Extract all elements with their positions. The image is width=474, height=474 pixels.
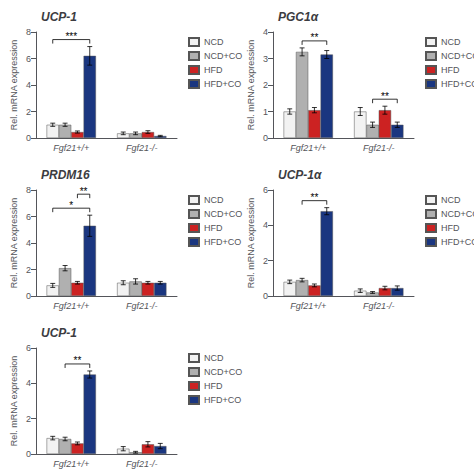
svg-text:6: 6	[26, 54, 31, 64]
svg-text:**: **	[74, 355, 82, 366]
svg-text:Rel. mRNA expression: Rel. mRNA expression	[9, 356, 19, 447]
svg-text:4: 4	[26, 378, 31, 388]
svg-text:NCD: NCD	[441, 195, 461, 205]
svg-text:2: 2	[26, 265, 31, 275]
svg-text:NCD: NCD	[204, 37, 224, 47]
svg-text:0: 0	[263, 133, 268, 143]
svg-text:Fgf21-/-: Fgf21-/-	[126, 459, 158, 469]
svg-text:1: 1	[263, 107, 268, 117]
svg-text:0: 0	[26, 449, 31, 459]
svg-text:UCP-1α: UCP-1α	[278, 168, 322, 182]
svg-text:6: 6	[26, 343, 31, 353]
svg-text:HFD+CO: HFD+CO	[204, 395, 241, 405]
svg-text:HFD: HFD	[204, 223, 223, 233]
svg-text:Fgf21+/+: Fgf21+/+	[290, 301, 326, 311]
svg-text:4: 4	[26, 80, 31, 90]
svg-text:0: 0	[26, 133, 31, 143]
svg-text:Fgf21+/+: Fgf21+/+	[53, 459, 89, 469]
svg-text:NCD: NCD	[204, 195, 224, 205]
svg-text:***: ***	[65, 31, 77, 42]
svg-text:Fgf21-/-: Fgf21-/-	[363, 143, 395, 153]
svg-text:**: **	[381, 91, 389, 102]
svg-text:HFD+CO: HFD+CO	[441, 79, 474, 89]
svg-text:Fgf21-/-: Fgf21-/-	[363, 301, 395, 311]
svg-text:UCP-1: UCP-1	[41, 326, 77, 340]
svg-text:Fgf21+/+: Fgf21+/+	[290, 143, 326, 153]
svg-text:Fgf21+/+: Fgf21+/+	[53, 301, 89, 311]
svg-text:Rel. mRNA expression: Rel. mRNA expression	[246, 198, 256, 289]
svg-text:NCD+CO: NCD+CO	[204, 367, 242, 377]
svg-text:PGC1α: PGC1α	[278, 10, 319, 24]
svg-text:**: **	[311, 192, 319, 203]
svg-text:*: *	[69, 200, 73, 211]
svg-text:2: 2	[26, 107, 31, 117]
svg-text:HFD: HFD	[204, 65, 223, 75]
svg-text:2: 2	[26, 414, 31, 424]
svg-text:4: 4	[263, 27, 268, 37]
svg-text:NCD+CO: NCD+CO	[441, 209, 474, 219]
svg-text:HFD+CO: HFD+CO	[441, 237, 474, 247]
svg-text:Fgf21+/+: Fgf21+/+	[53, 143, 89, 153]
svg-text:8: 8	[26, 27, 31, 37]
svg-text:HFD: HFD	[441, 65, 460, 75]
svg-text:NCD+CO: NCD+CO	[204, 209, 242, 219]
svg-text:HFD: HFD	[441, 223, 460, 233]
svg-text:6: 6	[26, 212, 31, 222]
svg-text:4: 4	[263, 220, 268, 230]
svg-text:HFD+CO: HFD+CO	[204, 237, 241, 247]
svg-text:2: 2	[263, 80, 268, 90]
svg-text:HFD+CO: HFD+CO	[204, 79, 241, 89]
svg-text:4: 4	[26, 238, 31, 248]
svg-text:Fgf21-/-: Fgf21-/-	[126, 143, 158, 153]
svg-text:NCD+CO: NCD+CO	[204, 51, 242, 61]
svg-text:Rel. mRNA expression: Rel. mRNA expression	[246, 40, 256, 131]
svg-text:NCD: NCD	[441, 37, 461, 47]
svg-text:NCD: NCD	[204, 353, 224, 363]
svg-text:8: 8	[26, 185, 31, 195]
svg-text:Rel. mRNA expression: Rel. mRNA expression	[9, 198, 19, 289]
svg-text:Fgf21-/-: Fgf21-/-	[126, 301, 158, 311]
svg-text:2: 2	[263, 256, 268, 266]
svg-text:Rel. mRNA expression: Rel. mRNA expression	[9, 40, 19, 131]
svg-text:PRDM16: PRDM16	[41, 168, 90, 182]
svg-text:**: **	[80, 186, 88, 197]
svg-text:3: 3	[263, 54, 268, 64]
svg-text:**: **	[311, 32, 319, 43]
svg-text:HFD: HFD	[204, 381, 223, 391]
svg-text:UCP-1: UCP-1	[41, 10, 77, 24]
svg-text:0: 0	[263, 291, 268, 301]
svg-text:6: 6	[263, 185, 268, 195]
svg-text:NCD+CO: NCD+CO	[441, 51, 474, 61]
svg-text:0: 0	[26, 291, 31, 301]
